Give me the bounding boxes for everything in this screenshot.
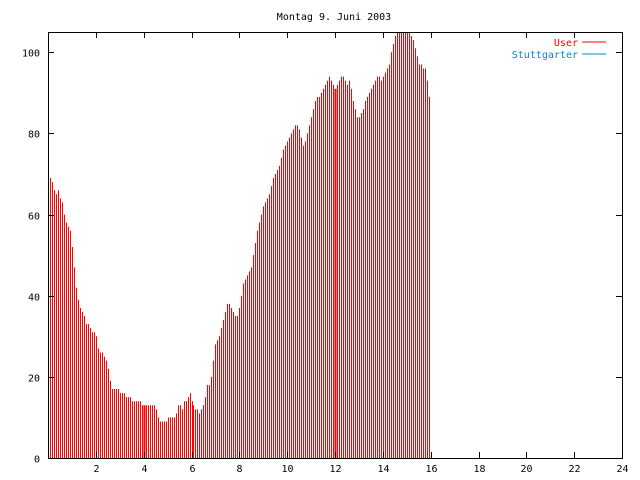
x-tick-label: 22 xyxy=(568,464,580,475)
x-tick-label: 12 xyxy=(329,464,341,475)
bar-series-user xyxy=(48,32,430,458)
y-tick-label: 0 xyxy=(34,455,40,466)
x-tick-label: 8 xyxy=(236,464,242,475)
y-tick-label: 80 xyxy=(28,130,40,141)
chart-title: Montag 9. Juni 2003 xyxy=(277,12,391,23)
x-tick-label: 16 xyxy=(425,464,437,475)
y-tick-label: 40 xyxy=(28,293,40,304)
y-tick-label: 20 xyxy=(28,374,40,385)
x-tick-label: 20 xyxy=(520,464,532,475)
x-tick-label: 18 xyxy=(473,464,485,475)
x-tick-label: 6 xyxy=(189,464,195,475)
legend: User Stuttgarter xyxy=(512,38,606,61)
y-tick-label: 100 xyxy=(22,49,40,60)
x-tick-label: 2 xyxy=(93,464,99,475)
legend-label-user: User xyxy=(554,38,578,49)
x-tick-label: 24 xyxy=(616,464,628,475)
x-tick-label: 14 xyxy=(377,464,389,475)
y-tick-label: 60 xyxy=(28,212,40,223)
x-tick-label: 4 xyxy=(141,464,147,475)
legend-label-stuttgarter: Stuttgarter xyxy=(512,50,578,61)
x-tick-label: 10 xyxy=(281,464,293,475)
